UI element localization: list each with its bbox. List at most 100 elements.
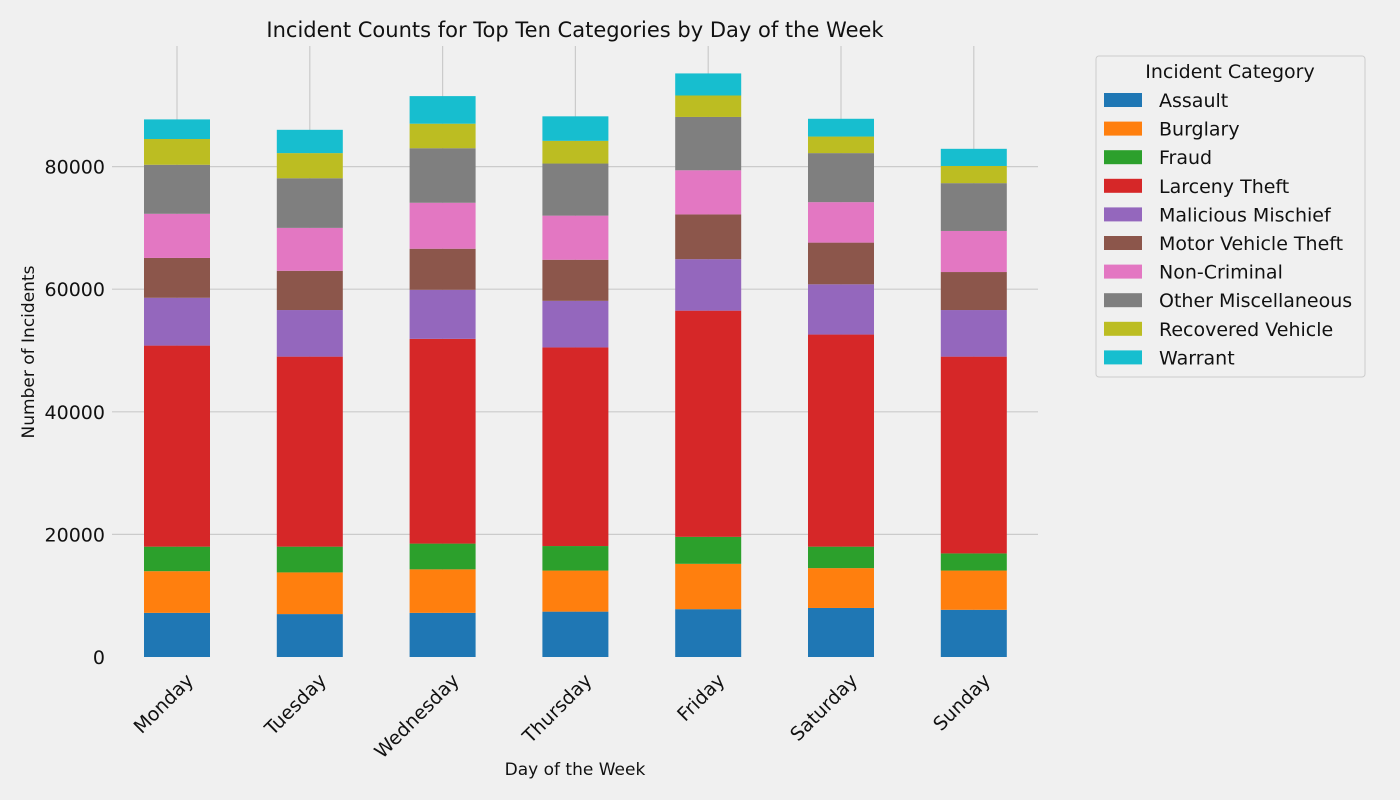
bar-larceny-theft-wednesday <box>409 338 476 544</box>
bar-recovered-vehicle-wednesday <box>409 123 476 149</box>
bar-larceny-theft-sunday <box>940 356 1007 554</box>
bar-fraud-saturday <box>808 546 874 569</box>
chart-title: Incident Counts for Top Ten Categories b… <box>266 18 884 42</box>
x-tick-label-saturday: Saturday <box>786 670 862 746</box>
bar-burglary-wednesday <box>409 569 476 613</box>
bar-non-criminal-friday <box>675 170 742 215</box>
x-tick-label-thursday: Thursday <box>518 670 597 749</box>
bar-non-criminal-sunday <box>940 230 1007 273</box>
bar-other-miscellaneous-tuesday <box>276 178 343 228</box>
bar-other-miscellaneous-wednesday <box>409 148 476 203</box>
bar-larceny-theft-tuesday <box>276 356 343 547</box>
legend-swatch <box>1104 93 1142 107</box>
bar-assault-saturday <box>808 607 874 657</box>
bar-fraud-sunday <box>940 553 1007 571</box>
bar-recovered-vehicle-monday <box>144 139 210 165</box>
legend-label: Warrant <box>1159 347 1235 369</box>
y-tick-label: 40000 <box>45 402 105 424</box>
bar-stack-friday <box>675 73 742 657</box>
bar-burglary-saturday <box>808 568 874 608</box>
bar-other-miscellaneous-thursday <box>542 163 609 216</box>
bars <box>144 73 1007 657</box>
bar-motor-vehicle-theft-thursday <box>542 259 609 301</box>
bar-stack-sunday <box>940 148 1007 657</box>
bar-recovered-vehicle-friday <box>675 95 742 117</box>
legend-swatch <box>1104 350 1142 365</box>
legend-swatch <box>1104 178 1142 193</box>
bar-burglary-friday <box>675 563 742 610</box>
bar-motor-vehicle-theft-monday <box>144 257 210 298</box>
bar-warrant-sunday <box>940 148 1007 166</box>
bar-warrant-tuesday <box>276 129 343 154</box>
x-axis-label: Day of the Week <box>505 760 646 780</box>
y-tick-label: 60000 <box>45 279 105 301</box>
bar-motor-vehicle-theft-saturday <box>808 242 874 285</box>
legend-items: Assault Burglary Fraud Larceny Theft Malicio… <box>1104 90 1352 369</box>
legend-swatch <box>1104 121 1142 136</box>
bar-fraud-tuesday <box>276 546 343 573</box>
bar-malicious-mischief-wednesday <box>409 289 476 339</box>
legend-item-malicious-mischief: Malicious Mischief <box>1104 204 1332 226</box>
bar-fraud-monday <box>144 546 210 572</box>
bar-burglary-sunday <box>940 570 1007 610</box>
bar-non-criminal-monday <box>144 213 210 258</box>
bar-recovered-vehicle-thursday <box>542 140 609 164</box>
bar-warrant-thursday <box>542 116 609 141</box>
bar-warrant-monday <box>144 119 210 140</box>
bar-malicious-mischief-monday <box>144 297 210 346</box>
legend-item-larceny-theft: Larceny Theft <box>1104 176 1289 198</box>
bar-malicious-mischief-tuesday <box>276 310 343 357</box>
legend-item-fraud: Fraud <box>1104 147 1212 169</box>
legend-swatch <box>1104 264 1142 279</box>
bar-stack-wednesday <box>409 96 476 657</box>
legend: Incident Category Assault Burglary Fraud La… <box>1095 55 1366 378</box>
bar-burglary-tuesday <box>276 572 343 615</box>
bar-assault-thursday <box>542 611 609 657</box>
bar-assault-wednesday <box>409 612 476 657</box>
bar-motor-vehicle-theft-sunday <box>940 272 1007 311</box>
x-tick-label-sunday: Sunday <box>929 670 995 736</box>
legend-item-non-criminal: Non-Criminal <box>1104 262 1283 284</box>
legend-label: Recovered Vehicle <box>1159 319 1333 341</box>
bar-non-criminal-tuesday <box>276 227 343 271</box>
bar-non-criminal-saturday <box>808 202 874 243</box>
bar-motor-vehicle-theft-wednesday <box>409 248 476 290</box>
y-tick-label: 80000 <box>45 157 105 179</box>
bar-motor-vehicle-theft-friday <box>675 214 742 260</box>
bar-assault-tuesday <box>276 614 343 657</box>
legend-label: Burglary <box>1159 119 1240 141</box>
legend-label: Other Miscellaneous <box>1159 290 1352 312</box>
legend-swatch <box>1104 236 1142 250</box>
bar-non-criminal-thursday <box>542 215 609 260</box>
bar-assault-sunday <box>940 609 1007 657</box>
legend-item-assault: Assault <box>1104 90 1228 112</box>
bar-fraud-wednesday <box>409 543 476 570</box>
legend-label: Larceny Theft <box>1159 176 1289 198</box>
bar-recovered-vehicle-tuesday <box>276 153 343 179</box>
bar-larceny-theft-monday <box>144 345 210 547</box>
x-tick-label-monday: Monday <box>130 670 199 739</box>
legend-item-warrant: Warrant <box>1104 347 1235 369</box>
bar-other-miscellaneous-monday <box>144 164 210 214</box>
y-axis-label: Number of Incidents <box>19 265 39 438</box>
bar-other-miscellaneous-saturday <box>808 153 874 203</box>
y-tick-label: 0 <box>93 647 105 669</box>
bar-larceny-theft-friday <box>675 310 742 537</box>
legend-swatch <box>1104 293 1142 308</box>
legend-swatch <box>1104 207 1142 222</box>
bar-recovered-vehicle-sunday <box>940 165 1007 184</box>
bar-warrant-wednesday <box>409 96 476 124</box>
legend-item-motor-vehicle-theft: Motor Vehicle Theft <box>1104 233 1343 255</box>
bar-stack-saturday <box>808 118 874 657</box>
bar-recovered-vehicle-saturday <box>808 136 874 154</box>
bar-malicious-mischief-saturday <box>808 284 874 335</box>
bar-burglary-thursday <box>542 570 609 612</box>
legend-label: Motor Vehicle Theft <box>1159 233 1343 255</box>
legend-label: Malicious Mischief <box>1159 204 1332 226</box>
legend-item-other-miscellaneous: Other Miscellaneous <box>1104 290 1352 312</box>
bar-stack-tuesday <box>276 129 343 657</box>
bar-malicious-mischief-sunday <box>940 310 1007 357</box>
legend-label: Fraud <box>1159 147 1212 169</box>
legend-title: Incident Category <box>1145 61 1314 83</box>
